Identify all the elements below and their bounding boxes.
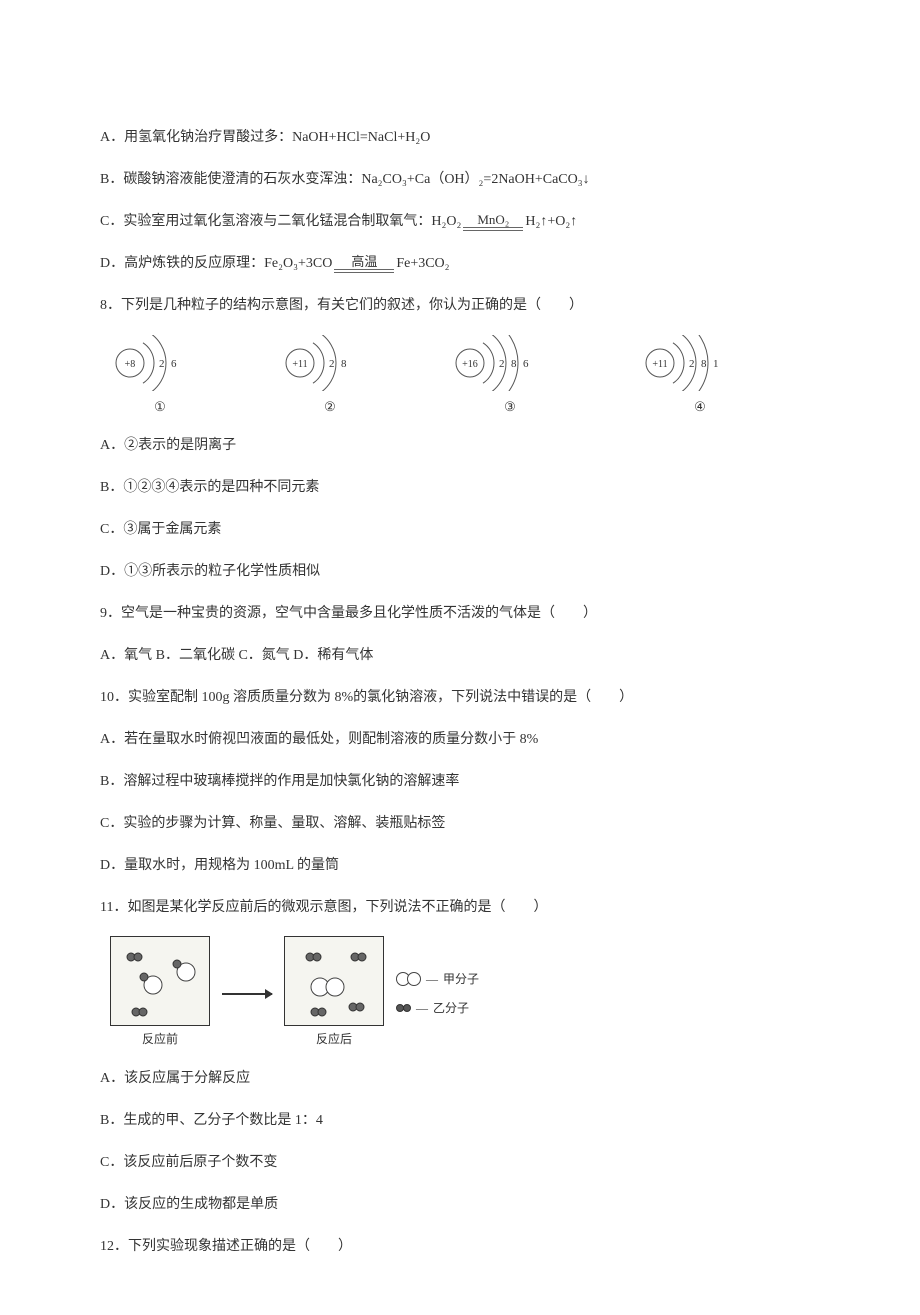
reaction-after-box [284, 936, 384, 1026]
q10-option-a: A．若在量取水时俯视凹液面的最低处，则配制溶液的质量分数小于 8% [100, 726, 820, 754]
q10-option-b: B．溶解过程中玻璃棒搅拌的作用是加快氯化钠的溶解速率 [100, 768, 820, 796]
q7-option-b: B．碳酸钠溶液能使澄清的石灰水变浑浊：Na₂CO₃+Ca（OH）₂=2NaOH+… [100, 166, 820, 194]
q7-option-a: A．用氢氧化钠治疗胃酸过多：NaOH+HCl=NaCl+H₂O [100, 124, 820, 152]
svg-text:1: 1 [713, 358, 719, 370]
legend1-label: 甲分子 [443, 965, 479, 994]
svg-text:8: 8 [341, 358, 347, 370]
q9-stem: 9．空气是一种宝贵的资源，空气中含量最多且化学性质不活泼的气体是（ ） [100, 600, 820, 628]
svg-text:2: 2 [689, 358, 695, 370]
q7d-post: Fe+3CO₂ [396, 256, 449, 271]
q11-stem: 11．如图是某化学反应前后的微观示意图，下列说法不正确的是（ ） [100, 894, 820, 922]
q10-option-c: C．实验的步骤为计算、称量、量取、溶解、装瓶贴标签 [100, 810, 820, 838]
svg-text:2: 2 [159, 358, 165, 370]
q11-option-c: C．该反应前后原子个数不变 [100, 1149, 820, 1177]
reaction-condition-icon: 高温 [334, 255, 394, 273]
after-label: 反应后 [284, 1029, 384, 1051]
q7-option-d: D．高炉炼铁的反应原理：Fe₂O₃+3CO高温Fe+3CO₂ [100, 250, 820, 278]
svg-text:2: 2 [329, 358, 335, 370]
q7c-pre: C．实验室用过氧化氢溶液与二氧化锰混合制取氧气：H₂O₂ [100, 214, 461, 229]
svg-text:+11: +11 [652, 359, 667, 370]
svg-text:+11: +11 [292, 359, 307, 370]
legend2-label: 乙分子 [433, 994, 469, 1023]
q8-option-c: C．③属于金属元素 [100, 516, 820, 544]
q8-stem: 8．下列是几种粒子的结构示意图，有关它们的叙述，你认为正确的是（ ） [100, 292, 820, 320]
q8-option-b: B．①②③④表示的是四种不同元素 [100, 474, 820, 502]
q11-option-d: D．该反应的生成物都是单质 [100, 1191, 820, 1219]
q9-options: A．氧气 B．二氧化碳 C．氮气 D．稀有气体 [100, 642, 820, 670]
atom-structure-icon: +16286③ [450, 335, 570, 418]
svg-text:8: 8 [701, 358, 707, 370]
q8-option-d: D．①③所表示的粒子化学性质相似 [100, 558, 820, 586]
reaction-before-box [110, 936, 210, 1026]
q7-option-c: C．实验室用过氧化氢溶液与二氧化锰混合制取氧气：H₂O₂MnO₂H₂↑+O₂↑ [100, 208, 820, 236]
svg-text:+8: +8 [125, 359, 136, 370]
svg-text:6: 6 [523, 358, 529, 370]
atom-structure-icon: +11281④ [640, 335, 760, 418]
q12-stem: 12．下列实验现象描述正确的是（ ） [100, 1233, 820, 1261]
atom-diagrams: +826①+1128②+16286③+11281④ [110, 335, 820, 418]
arrow-icon [222, 993, 272, 995]
svg-text:8: 8 [511, 358, 517, 370]
legend: — 甲分子 — 乙分子 [396, 965, 479, 1023]
svg-text:6: 6 [171, 358, 177, 370]
atom-structure-icon: +1128② [280, 335, 380, 418]
q10-option-d: D．量取水时，用规格为 100mL 的量筒 [100, 852, 820, 880]
q11-option-b: B．生成的甲、乙分子个数比是 1：4 [100, 1107, 820, 1135]
q10-stem: 10．实验室配制 100g 溶质质量分数为 8%的氯化钠溶液，下列说法中错误的是… [100, 684, 820, 712]
q11-option-a: A．该反应属于分解反应 [100, 1065, 820, 1093]
reaction-condition-icon: MnO₂ [463, 213, 523, 231]
q8-option-a: A．②表示的是阴离子 [100, 432, 820, 460]
reaction-diagram: 反应前 反应后 — 甲分子 — [110, 936, 820, 1051]
svg-text:+16: +16 [462, 359, 478, 370]
svg-text:2: 2 [499, 358, 505, 370]
q7c-post: H₂↑+O₂↑ [525, 214, 577, 229]
atom-structure-icon: +826① [110, 335, 210, 418]
before-label: 反应前 [110, 1029, 210, 1051]
q7d-pre: D．高炉炼铁的反应原理：Fe₂O₃+3CO [100, 256, 332, 271]
